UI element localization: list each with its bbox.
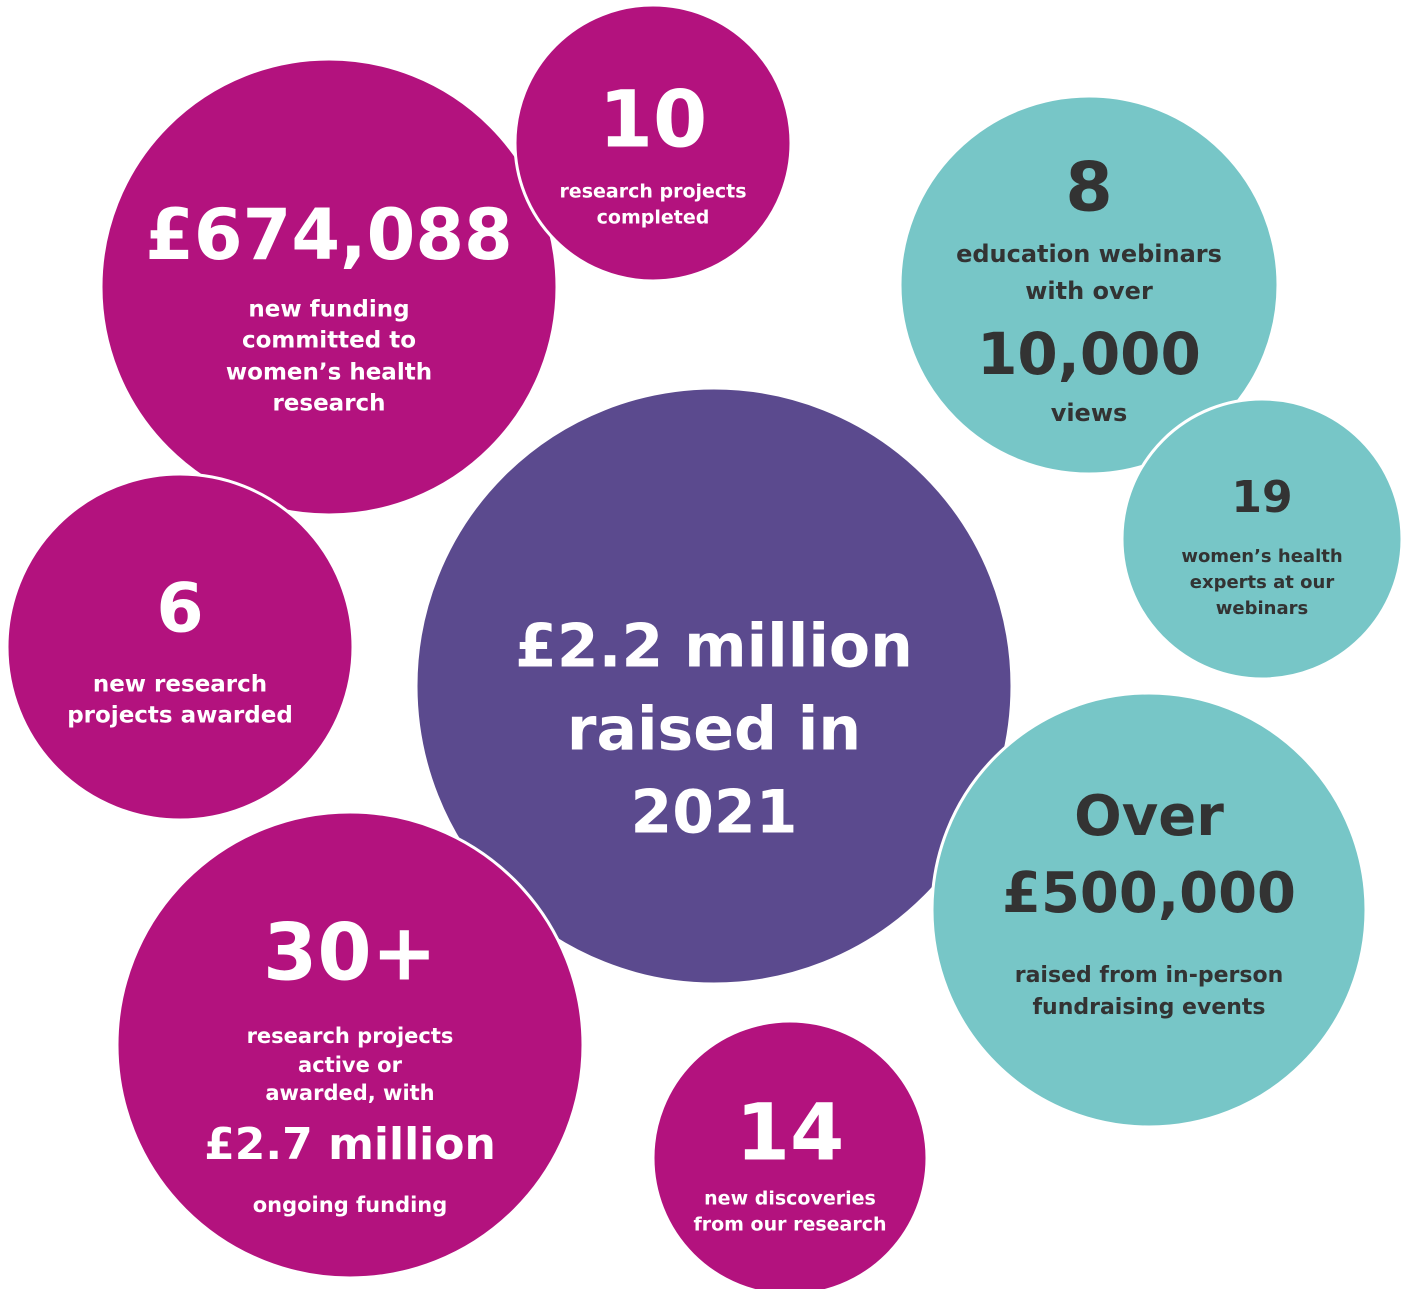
bubble <box>414 386 1014 986</box>
bubble <box>930 691 1368 1129</box>
bubble-text: webinars <box>1216 598 1308 619</box>
bubble-text: awarded, with <box>265 1081 434 1105</box>
bubble-text: ongoing funding <box>253 1193 448 1217</box>
bubble-headline: 10 <box>599 75 708 165</box>
bubble <box>115 810 585 1280</box>
bubble-group: 8 education webinars with over 10,000 views <box>898 94 1280 476</box>
bubble-headline: 8 <box>1065 149 1112 228</box>
bubble-text: committed to <box>242 328 416 354</box>
bubble-text: projects awarded <box>67 703 293 729</box>
bubble-group: 10 research projects completed <box>513 3 793 283</box>
bubble-text: research projects <box>247 1024 454 1048</box>
bubble-text: research projects <box>559 181 746 203</box>
bubble-group: 19 women’s health experts at our webinars <box>1120 397 1404 681</box>
bubble-headline: 19 <box>1231 472 1292 523</box>
bubble-text: £500,000 <box>1002 861 1296 926</box>
bubble <box>651 1019 929 1289</box>
bubble-text: raised in <box>567 695 861 765</box>
bubble-text: women’s health <box>1181 546 1342 567</box>
bubble-text: £2.7 million <box>204 1119 496 1170</box>
bubble-headline: 6 <box>156 570 203 649</box>
bubble-text: research <box>272 391 385 417</box>
bubble-headline: 30+ <box>263 908 437 998</box>
bubble-text: new discoveries <box>704 1188 876 1210</box>
bubble-group: £674,088 new funding committed to women’s h… <box>99 57 559 517</box>
bubble <box>513 3 793 283</box>
bubble-group: 6 new research projects awarded <box>5 472 355 822</box>
bubble-text: 2021 <box>631 778 798 848</box>
bubble <box>5 472 355 822</box>
bubble-text: views <box>1051 399 1128 427</box>
bubble-text: active or <box>298 1053 403 1077</box>
bubble-group: £2.2 million raised in 2021 <box>414 386 1014 986</box>
bubble-headline: £2.2 million <box>515 612 913 682</box>
bubble <box>1120 397 1404 681</box>
bubble-text: new research <box>93 672 267 698</box>
bubble-text: women’s health <box>226 360 432 386</box>
bubble-group: 30+ research projects active or awarded, wi… <box>115 810 585 1280</box>
bubble-text: raised from in-person <box>1015 963 1284 988</box>
bubble-text: completed <box>597 207 710 229</box>
bubble-group: 14 new discoveries from our research <box>651 1019 929 1289</box>
bubble-text: education webinars <box>956 240 1222 268</box>
bubble <box>898 94 1280 476</box>
bubble-group: Over £500,000 raised from in-person fundrai… <box>930 691 1368 1129</box>
bubble-headline: £674,088 <box>145 194 513 276</box>
bubble-text: new funding <box>248 297 409 323</box>
bubble-text: experts at our <box>1190 572 1335 593</box>
bubble-text: with over <box>1025 277 1153 305</box>
bubble-text: fundraising events <box>1032 995 1265 1020</box>
bubble-text: 10,000 <box>977 320 1201 388</box>
bubble-text: from our research <box>693 1214 886 1236</box>
bubble-headline: 14 <box>736 1088 845 1178</box>
bubble-headline: Over <box>1074 784 1224 849</box>
bubble <box>99 57 559 517</box>
